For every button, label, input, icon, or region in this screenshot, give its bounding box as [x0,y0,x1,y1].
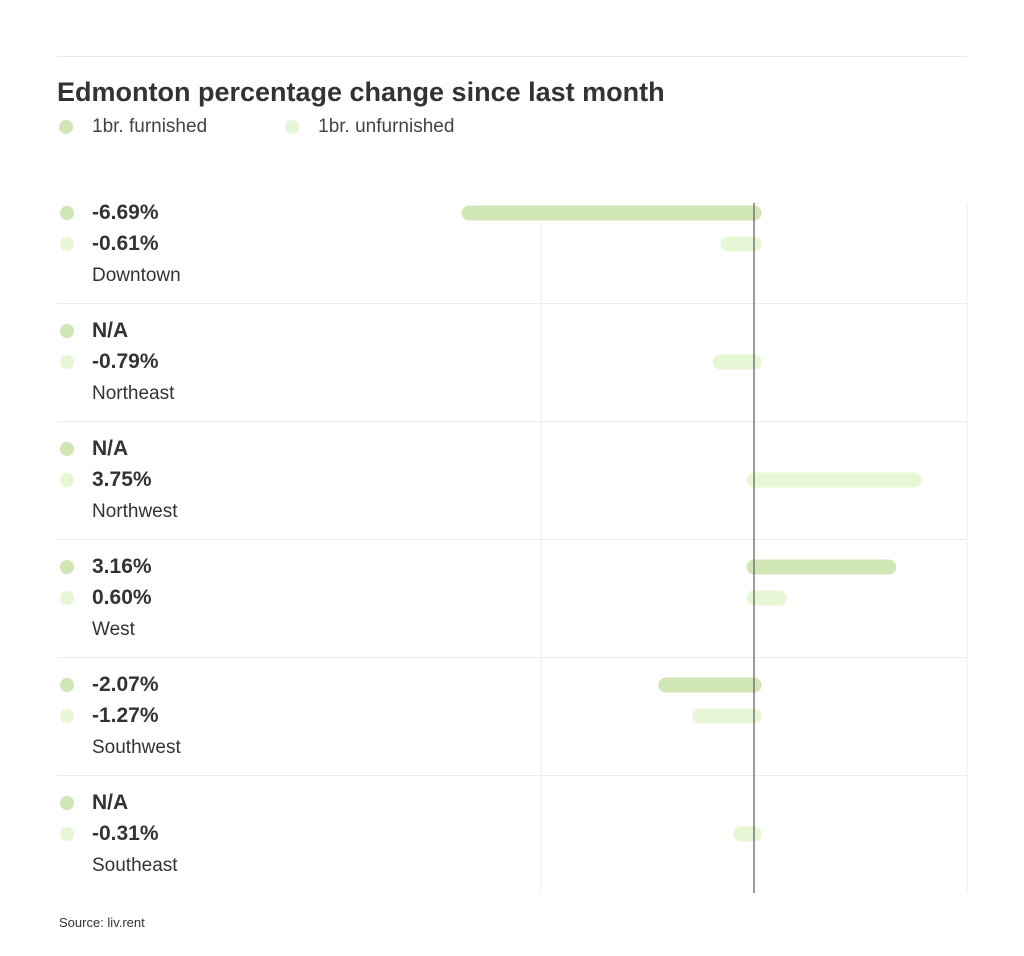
data-label: 0.60% [92,586,152,609]
data-label: -6.69% [92,201,159,224]
legend-dot-icon [285,120,300,134]
chart-header: Edmonton percentage change since last mo… [0,0,1024,203]
category-row: N/A -0.79% Northeast [0,318,1024,439]
chart-title: Edmonton percentage change since last mo… [57,77,665,107]
value-line: -1.27% [60,703,159,729]
series-dot-icon [60,206,74,220]
legend: 1br. furnished 1br. unfurnished [59,116,1024,138]
value-line: -0.61% [60,231,159,257]
series-dot-icon [60,324,74,338]
top-divider [57,56,967,57]
category-row: N/A -0.31% Southeast [0,790,1024,893]
category-row: -6.69% -0.61% Downtown [0,200,1024,321]
series-dot-icon [60,827,74,841]
source-note: Source: liv.rent [59,915,145,930]
category-row: N/A 3.75% Northwest [0,436,1024,557]
value-line: -2.07% [60,672,159,698]
series-dot-icon [60,237,74,251]
data-label: 3.16% [92,555,152,578]
value-line: N/A [60,318,128,344]
plot-area: -6.69% -0.61% Downtown N/A -0.79% Northeast N/… [0,200,1024,893]
series-dot-icon [60,678,74,692]
data-label: -0.61% [92,232,159,255]
value-line: 3.75% [60,467,152,493]
series-dot-icon [60,473,74,487]
value-line: -0.31% [60,821,159,847]
data-label: -1.27% [92,704,159,727]
data-label: -0.79% [92,350,159,373]
data-label: 3.75% [92,468,152,491]
category-row: -2.07% -1.27% Southwest [0,672,1024,793]
series-dot-icon [60,796,74,810]
series-dot-icon [60,442,74,456]
category-label: Southwest [92,737,181,758]
data-label: -0.31% [92,822,159,845]
category-label: Northeast [92,383,175,404]
series-dot-icon [60,709,74,723]
legend-label: 1br. unfurnished [318,116,455,137]
value-line: N/A [60,790,128,816]
legend-label: 1br. furnished [92,116,208,137]
data-label: -2.07% [92,673,159,696]
value-line: 3.16% [60,554,152,580]
plot-svg [57,203,968,893]
category-label: Southeast [92,855,178,876]
value-line: N/A [60,436,128,462]
series-dot-icon [60,591,74,605]
category-label: Northwest [92,501,178,522]
legend-item-unfurnished: 1br. unfurnished [285,116,454,138]
category-row: 3.16% 0.60% West [0,554,1024,675]
data-label: N/A [92,791,129,814]
legend-dot-icon [59,120,73,134]
value-line: -6.69% [60,200,159,226]
category-label: Downtown [92,265,181,286]
data-label: N/A [92,437,129,460]
series-dot-icon [60,355,74,369]
category-label: West [92,619,135,640]
value-line: -0.79% [60,349,159,375]
value-line: 0.60% [60,585,152,611]
series-dot-icon [60,560,74,574]
data-label: N/A [92,319,129,342]
legend-item-furnished: 1br. furnished [59,116,207,138]
